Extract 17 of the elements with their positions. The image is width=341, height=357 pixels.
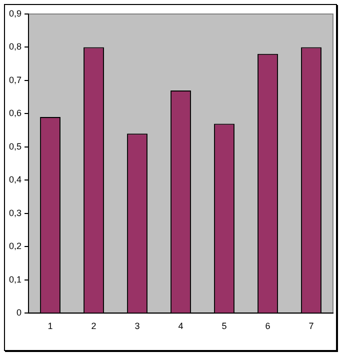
x-tick-label: 1: [48, 321, 53, 332]
y-tick-label: 0,2: [8, 241, 22, 252]
y-tick-label: 0,6: [8, 108, 22, 118]
x-tick-label: 2: [91, 321, 96, 332]
x-tick-label: 6: [265, 321, 270, 332]
x-tick-label: 4: [178, 321, 184, 332]
y-tick-label: 0,4: [8, 174, 22, 185]
x-tick-label: 5: [222, 321, 227, 332]
y-tick-label: 0,8: [8, 42, 22, 52]
y-tick-label: 0,5: [8, 141, 22, 152]
y-tick-label: 0,3: [8, 208, 22, 218]
y-tick-label: 0: [16, 308, 22, 318]
y-tick-label: 0,1: [8, 274, 22, 284]
y-tick-label: 0,9: [8, 8, 22, 18]
x-tick-label: 3: [134, 321, 140, 332]
x-tick-label: 7: [308, 321, 314, 332]
y-tick-label: 0,7: [8, 74, 22, 85]
